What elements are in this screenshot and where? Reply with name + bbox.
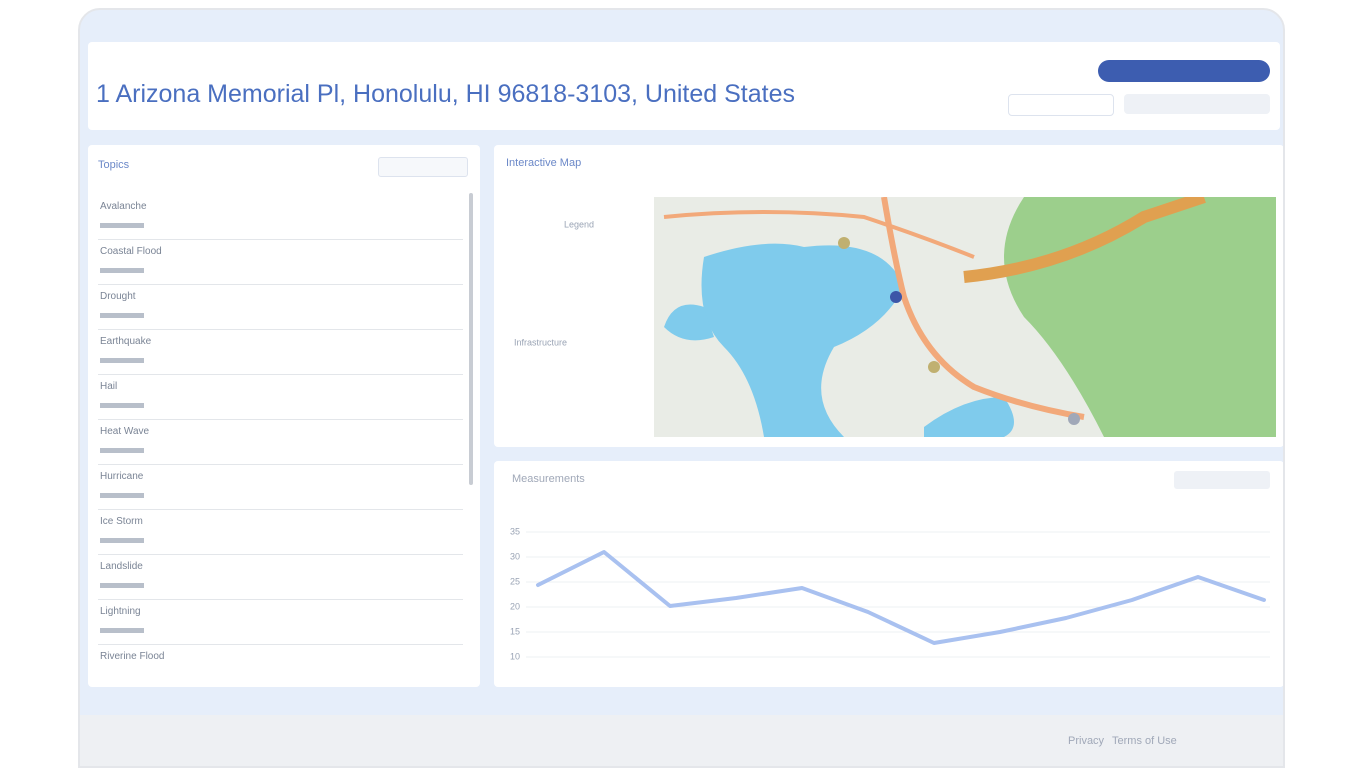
topic-name: Ice Storm <box>100 516 143 527</box>
placeholder <box>100 403 144 408</box>
placeholder <box>100 448 144 453</box>
legend-title: Legend <box>564 219 594 229</box>
map[interactable]: Legend Infrastructure <box>504 197 1276 437</box>
topic-row[interactable]: Avalanche <box>98 195 463 240</box>
line-series <box>536 550 1266 645</box>
topic-row[interactable]: Heat Wave <box>98 420 463 465</box>
y-tick-label: 15 <box>510 626 520 636</box>
header-card: 1 Arizona Memorial Pl, Honolulu, HI 9681… <box>88 42 1280 130</box>
placeholder <box>100 268 144 273</box>
placeholder <box>100 583 144 588</box>
y-tick-label: 10 <box>510 651 520 661</box>
topic-name: Lightning <box>100 606 141 617</box>
topic-name: Drought <box>100 291 136 302</box>
address-title: 1 Arizona Memorial Pl, Honolulu, HI 9681… <box>96 80 795 108</box>
topic-name: Heat Wave <box>100 426 150 437</box>
line-chart: 10 15 20 25 30 35 <box>510 526 1270 661</box>
footer-link[interactable]: Privacy <box>1068 735 1105 747</box>
secondary-button[interactable] <box>1008 94 1114 116</box>
placeholder <box>100 628 144 633</box>
topic-name: Landslide <box>100 561 143 572</box>
y-tick-label: 20 <box>510 601 520 611</box>
topics-title: Topics <box>98 159 130 171</box>
range-select[interactable] <box>1174 471 1270 489</box>
topic-row[interactable]: Ice Storm <box>98 510 463 555</box>
topic-row[interactable]: Landslide <box>98 555 463 600</box>
placeholder <box>100 538 144 543</box>
topic-row[interactable]: Drought <box>98 285 463 330</box>
topic-name: Earthquake <box>100 336 152 347</box>
scrollbar[interactable] <box>469 193 473 485</box>
footer-link[interactable]: Terms of Use <box>1112 735 1177 747</box>
map-card: Interactive Map Legend Infrastructure <box>494 145 1283 447</box>
measurements-title: Measurements <box>512 473 585 485</box>
y-tick-label: 30 <box>510 551 520 561</box>
measurements-card: Measurements 10 15 20 25 30 35 <box>494 461 1283 687</box>
y-tick-label: 25 <box>510 576 520 586</box>
placeholder <box>100 358 144 363</box>
topic-row[interactable]: Earthquake <box>98 330 463 375</box>
legend-group: Infrastructure <box>514 337 567 347</box>
placeholder <box>100 493 144 498</box>
placeholder <box>100 223 144 228</box>
topic-row[interactable]: Riverine Flood <box>98 645 463 689</box>
topics-card: Topics Avalanche Coastal Flood Drought Eart… <box>88 145 480 687</box>
app-frame: 1 Arizona Memorial Pl, Honolulu, HI 9681… <box>78 8 1285 768</box>
primary-button[interactable] <box>1098 60 1270 82</box>
topic-row[interactable]: Hurricane <box>98 465 463 510</box>
topic-name: Hurricane <box>100 471 144 482</box>
topic-name: Avalanche <box>100 201 147 212</box>
topic-name: Riverine Flood <box>100 651 165 662</box>
topic-row[interactable]: Lightning <box>98 600 463 645</box>
map-title: Interactive Map <box>506 157 582 169</box>
topic-row[interactable]: Hail <box>98 375 463 420</box>
sort-select[interactable] <box>378 157 468 177</box>
topic-name: Coastal Flood <box>100 246 162 257</box>
placeholder <box>100 313 144 318</box>
y-tick-label: 35 <box>510 526 520 536</box>
secondary-button[interactable] <box>1124 94 1270 114</box>
topic-name: Hail <box>100 381 118 392</box>
footer: Privacy Terms of Use <box>80 715 1283 766</box>
topic-row[interactable]: Coastal Flood <box>98 240 463 285</box>
